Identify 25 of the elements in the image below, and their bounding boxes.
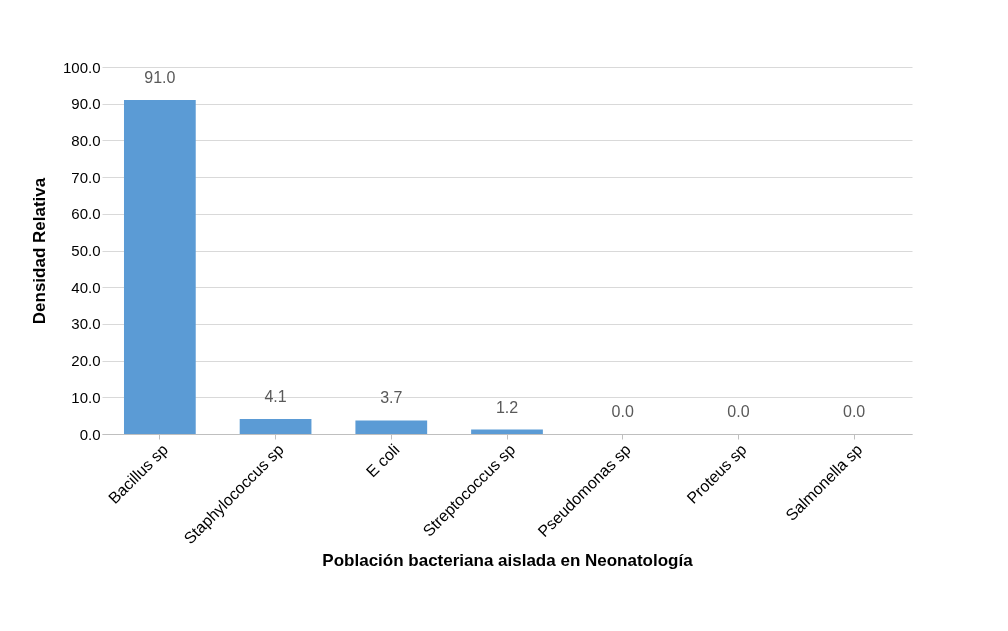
data-label: 1.2	[495, 398, 519, 416]
y-tick-label: 20.0	[71, 352, 101, 370]
y-tick-label: 90.0	[71, 95, 101, 113]
data-label: 91.0	[144, 69, 176, 87]
y-tick-label: 100.0	[62, 58, 101, 76]
x-tick-label: E coli	[362, 440, 403, 481]
y-tick-label: 0.0	[79, 425, 101, 443]
y-axis-title: Densidad Relativa	[29, 177, 49, 325]
bar	[355, 420, 428, 434]
data-label: 4.1	[264, 387, 287, 405]
x-axis-title: Población bacteriana aislada en Neonatología	[322, 551, 694, 571]
data-label: 0.0	[727, 403, 750, 420]
y-tick-label: 60.0	[71, 205, 101, 223]
bar	[239, 418, 312, 434]
bar	[471, 429, 543, 434]
y-tick-label: 70.0	[71, 168, 101, 186]
data-label: 0.0	[611, 403, 634, 420]
y-tick-label: 50.0	[71, 242, 101, 259]
data-label: 3.7	[380, 389, 403, 407]
y-tick-label: 80.0	[71, 131, 101, 149]
y-tick-label: 10.0	[71, 388, 101, 406]
data-label: 0.0	[843, 403, 866, 420]
y-tick-label: 30.0	[71, 315, 101, 333]
y-tick-label: 40.0	[71, 278, 101, 296]
bar	[123, 100, 196, 434]
